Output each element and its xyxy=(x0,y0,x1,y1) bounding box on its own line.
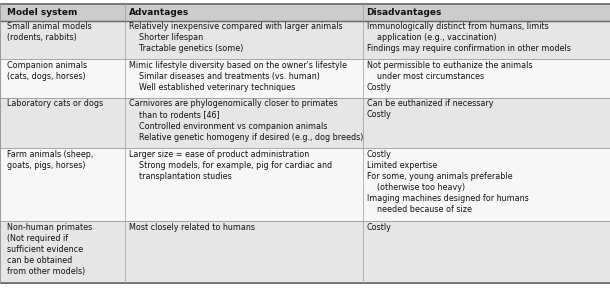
Text: Disadvantages: Disadvantages xyxy=(367,8,442,17)
Text: Carnivores are phylogenomically closer to primates
    than to rodents [46]
    : Carnivores are phylogenomically closer t… xyxy=(129,99,363,142)
Text: Can be euthanized if necessary
Costly: Can be euthanized if necessary Costly xyxy=(367,99,493,119)
Text: Laboratory cats or dogs: Laboratory cats or dogs xyxy=(7,99,103,108)
Text: Not permissible to euthanize the animals
    under most circumstances
Costly: Not permissible to euthanize the animals… xyxy=(367,61,532,92)
Bar xyxy=(0,21,610,59)
Text: Non-human primates
(Not required if
sufficient evidence
can be obtained
from oth: Non-human primates (Not required if suff… xyxy=(7,223,92,276)
Text: Relatively inexpensive compared with larger animals
    Shorter lifespan
    Tra: Relatively inexpensive compared with lar… xyxy=(129,22,342,53)
Text: Farm animals (sheep,
goats, pigs, horses): Farm animals (sheep, goats, pigs, horses… xyxy=(7,150,93,170)
Bar xyxy=(0,221,610,283)
Text: Small animal models
(rodents, rabbits): Small animal models (rodents, rabbits) xyxy=(7,22,91,42)
Bar xyxy=(0,59,610,98)
Bar xyxy=(0,148,610,221)
Text: Immunologically distinct from humans, limits
    application (e.g., vaccination): Immunologically distinct from humans, li… xyxy=(367,22,570,53)
Bar xyxy=(0,4,610,21)
Text: Costly: Costly xyxy=(367,223,392,232)
Text: Advantages: Advantages xyxy=(129,8,189,17)
Text: Model system: Model system xyxy=(7,8,77,17)
Bar xyxy=(0,98,610,148)
Text: Costly
Limited expertise
For some, young animals preferable
    (otherwise too h: Costly Limited expertise For some, young… xyxy=(367,150,528,214)
Text: Mimic lifestyle diversity based on the owner's lifestyle
    Similar diseases an: Mimic lifestyle diversity based on the o… xyxy=(129,61,346,92)
Text: Most closely related to humans: Most closely related to humans xyxy=(129,223,255,232)
Text: Larger size = ease of product administration
    Strong models, for example, pig: Larger size = ease of product administra… xyxy=(129,150,332,181)
Text: Companion animals
(cats, dogs, horses): Companion animals (cats, dogs, horses) xyxy=(7,61,87,81)
